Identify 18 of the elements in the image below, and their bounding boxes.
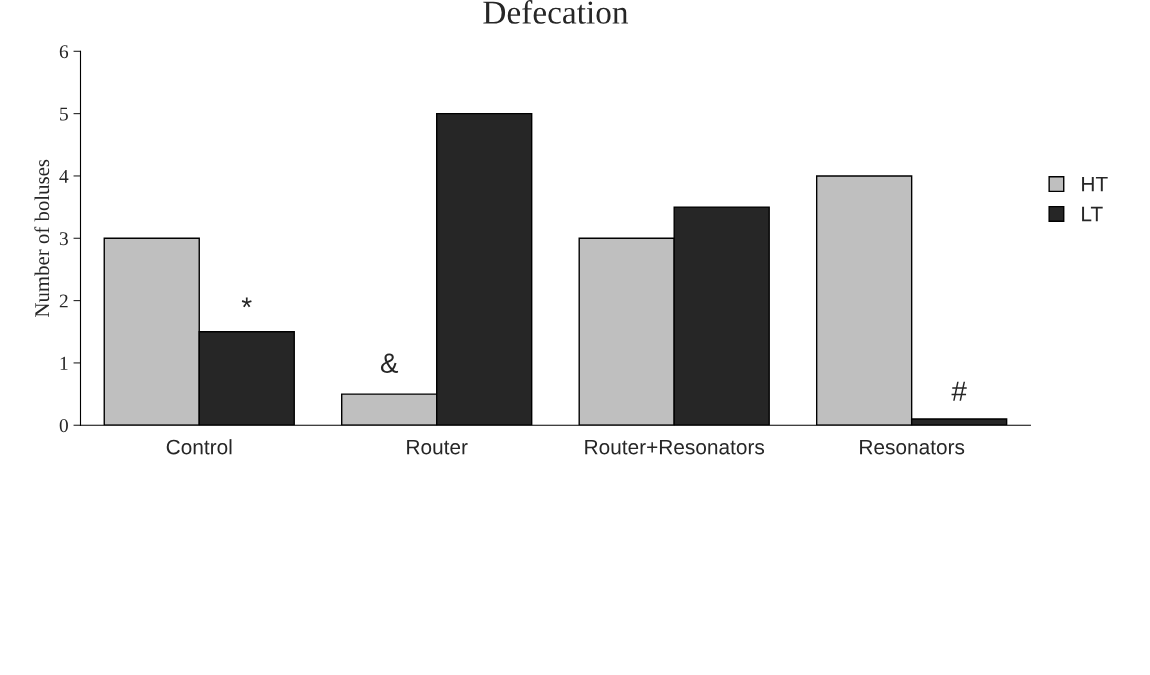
annotation: #: [951, 381, 967, 401]
x-tick-label: Control: [166, 439, 232, 455]
annotation: &: [380, 353, 399, 374]
y-tick-label: 0: [59, 419, 68, 433]
y-tick-label: 4: [59, 169, 69, 183]
y-tick-label: 5: [60, 107, 68, 121]
y-axis-title: Number of boluses: [34, 159, 50, 317]
legend-label: LT: [1082, 206, 1103, 222]
x-tick-label: Router: [407, 439, 468, 455]
y-tick-label: 2: [59, 294, 68, 308]
chart-title: Defecation: [483, 0, 629, 24]
legend-label: HT: [1082, 177, 1108, 192]
y-tick-label: 1: [60, 356, 68, 370]
x-tick-label: Router+Resonators: [585, 439, 765, 455]
x-tick-label: Resonators: [860, 439, 965, 455]
annotation: *: [241, 297, 252, 308]
y-tick-label: 6: [59, 45, 69, 59]
y-tick-label: 3: [59, 232, 68, 246]
